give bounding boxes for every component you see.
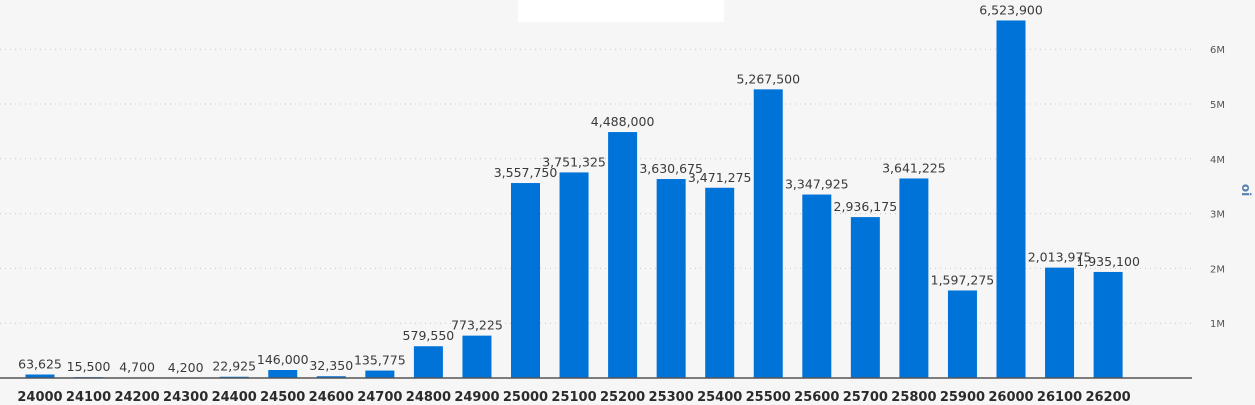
data-label: 3,557,750: [494, 165, 558, 180]
x-tick-label: 24100: [66, 390, 111, 405]
data-label: 3,347,925: [785, 177, 849, 192]
data-label: 22,925: [212, 359, 256, 374]
bar: [753, 89, 783, 378]
y-tick-label: 6M: [1210, 45, 1225, 56]
bar: [413, 346, 443, 378]
y-axis-title: oi: [1239, 184, 1253, 196]
x-tick-label: 25700: [843, 390, 888, 405]
data-label: 146,000: [257, 352, 309, 367]
data-label: 15,500: [67, 359, 111, 374]
x-tick-label: 24300: [163, 390, 208, 405]
bar: [608, 132, 638, 378]
bar: [850, 217, 880, 378]
bar: [462, 335, 492, 378]
data-label: 4,200: [168, 360, 204, 375]
x-tick-label: 26000: [988, 390, 1033, 405]
x-tick-label: 24500: [260, 390, 305, 405]
data-label: 3,751,325: [542, 154, 606, 169]
data-label: 2,013,975: [1028, 250, 1092, 265]
data-label: 579,550: [403, 328, 455, 343]
bar: [705, 187, 735, 378]
data-label: 5,267,500: [736, 71, 800, 86]
data-label: 6,523,900: [979, 2, 1043, 17]
x-tick-label: 24600: [309, 390, 354, 405]
bar: [1045, 267, 1075, 378]
x-tick-label: 25600: [794, 390, 839, 405]
bar: [1093, 271, 1123, 378]
y-tick-label: 2M: [1210, 264, 1225, 275]
x-tick-label: 25500: [746, 390, 791, 405]
data-label: 135,775: [354, 353, 406, 368]
x-tick-label: 25100: [551, 390, 596, 405]
y-tick-label: 4M: [1210, 155, 1225, 166]
bar: [899, 178, 929, 378]
data-label: 3,630,675: [639, 161, 703, 176]
data-label: 1,597,275: [931, 272, 995, 287]
data-label: 4,700: [119, 360, 155, 375]
data-label: 773,225: [451, 318, 503, 333]
x-tick-label: 25000: [503, 390, 548, 405]
bar: [656, 179, 686, 378]
bar: [268, 369, 298, 378]
x-tick-label: 25400: [697, 390, 742, 405]
x-tick-label: 24700: [357, 390, 402, 405]
x-tick-label: 25300: [649, 390, 694, 405]
x-tick-label: 24800: [406, 390, 451, 405]
gridlines: [0, 48, 1192, 324]
background-patch: [518, 0, 724, 22]
bar: [559, 172, 589, 378]
bar: [365, 370, 395, 378]
x-tick-labels: 24000 24100 24200 24300 24400 24500 24600 24700…: [17, 390, 1130, 405]
y-tick-label: 3M: [1210, 210, 1225, 221]
data-label: 32,350: [309, 358, 353, 373]
x-tick-label: 24000: [17, 390, 62, 405]
bar: [947, 290, 977, 378]
x-tick-label: 25800: [891, 390, 936, 405]
x-tick-label: 24900: [454, 390, 499, 405]
y-tick-label: 5M: [1210, 100, 1225, 111]
x-tick-label: 25900: [940, 390, 985, 405]
bar: [316, 376, 346, 378]
x-tick-label: 26200: [1085, 390, 1130, 405]
data-labels: 63,625 15,500 4,700 4,200 22,925 146,000 32,35…: [18, 2, 1140, 374]
x-tick-label: 24400: [212, 390, 257, 405]
bar: [25, 374, 55, 378]
x-tick-label: 26100: [1037, 390, 1082, 405]
bar: [511, 183, 540, 378]
data-label: 2,936,175: [834, 199, 898, 214]
bar: [802, 194, 832, 378]
data-label: 1,935,100: [1076, 254, 1140, 269]
data-label: 63,625: [18, 357, 62, 372]
y-tick-labels: 1M 2M 3M 4M 5M 6M: [1210, 45, 1225, 330]
data-label: 3,641,225: [882, 160, 946, 175]
data-label: 4,488,000: [591, 114, 655, 129]
bar: [996, 20, 1026, 378]
x-tick-label: 24200: [114, 390, 159, 405]
x-tick-label: 25200: [600, 390, 645, 405]
y-tick-label: 1M: [1210, 319, 1225, 330]
bars: [25, 20, 1123, 379]
data-label: 3,471,275: [688, 170, 752, 185]
